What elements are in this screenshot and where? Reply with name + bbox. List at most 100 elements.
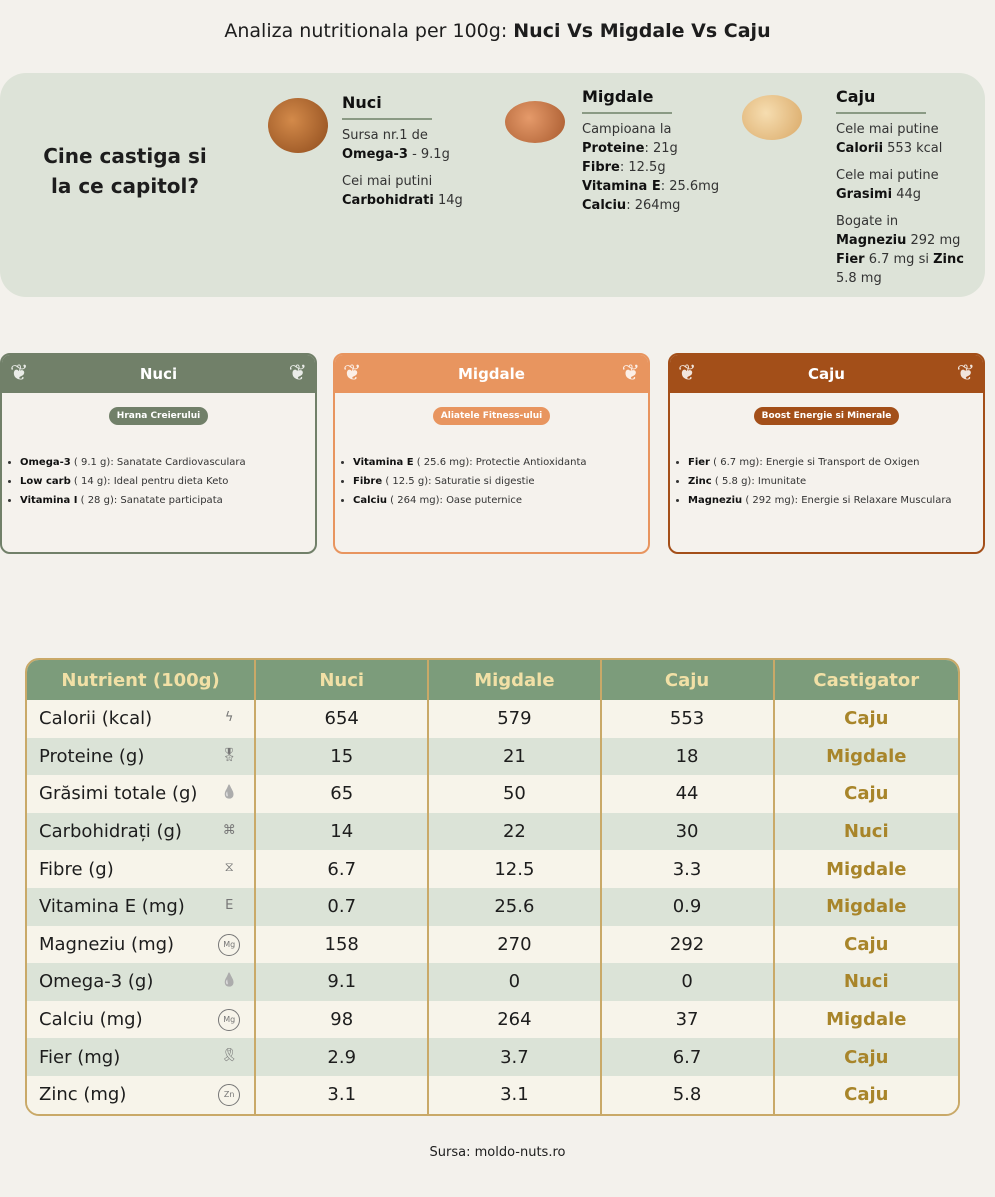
nutrient-label: Grăsimi totale (g)	[39, 783, 198, 805]
table-row: Fier (mg) 🎗 2.9 3.7 6.7 Caju	[27, 1038, 958, 1076]
migdale-value: 12.5	[427, 850, 600, 888]
summary-text: Cele mai putine	[836, 122, 939, 137]
card-header: ❦ Caju ❦	[670, 355, 983, 393]
nutrient-cell: Fibre (g) ⧖	[27, 850, 255, 888]
divider	[342, 118, 432, 120]
source-text: Sursa: moldo-nuts.ro	[429, 1145, 566, 1160]
benefit-description: : Energie si Relaxare Musculara	[794, 495, 952, 506]
dna-icon: ⧖	[224, 860, 234, 876]
summary-text: Cele mai putine	[836, 168, 939, 183]
caju-value: 6.7	[599, 1038, 773, 1076]
divider	[836, 112, 926, 114]
page-title: Analiza nutritionala per 100g: Nuci Vs M…	[0, 20, 995, 42]
nutrient-label: Magneziu (mg)	[39, 933, 175, 955]
caju-value: 3.3	[599, 850, 773, 888]
palm-leaf-icon: ❦	[288, 361, 307, 386]
card-title: Migdale	[458, 365, 525, 383]
highlight-text: Magneziu	[836, 233, 907, 248]
column-header: Caju	[599, 660, 773, 700]
benefit-description: : Sanatate participata	[113, 495, 223, 506]
benefit-value: ( 9.1 g)	[70, 457, 111, 468]
drop-icon: 💧	[221, 973, 238, 989]
table-row: Calciu (mg) Mg 98 264 37 Migdale	[27, 1000, 958, 1039]
highlight-text: Zinc	[933, 252, 964, 267]
benefit-nutrient: Magneziu	[688, 495, 743, 506]
migdale-value: 21	[427, 737, 600, 776]
summary-text: : 12.5g	[619, 160, 666, 175]
nutrient-cell: Calciu (mg) Mg	[27, 1000, 255, 1039]
winner-cell: Migdale	[772, 737, 958, 776]
benefit-value: ( 28 g)	[77, 495, 114, 506]
winner-cell: Caju	[772, 700, 958, 738]
summary-column-title: Migdale	[582, 87, 654, 106]
caju-value: 0.9	[599, 887, 773, 926]
letter-e-icon: E	[225, 897, 234, 913]
benefit-description: : Sanatate Cardiovasculara	[110, 457, 246, 468]
summary-text: Campioana la	[582, 122, 672, 137]
summary-caju: Caju Cele mai putine Calorii 553 kcal Cele …	[836, 87, 976, 296]
almond-image	[505, 101, 565, 143]
table-row: Proteine (g) 🎖 15 21 18 Migdale	[27, 737, 958, 776]
benefit-item: Low carb ( 14 g): Ideal pentru dieta Ket…	[20, 472, 315, 491]
zn-icon: Zn	[218, 1083, 241, 1106]
palm-leaf-icon: ❦	[621, 361, 640, 386]
table-row: Calorii (kcal) ϟ 654 579 553 Caju	[27, 700, 958, 738]
benefit-item: Fier ( 6.7 mg): Energie si Transport de …	[688, 453, 983, 472]
benefit-value: ( 264 mg)	[387, 495, 440, 506]
benefit-value: ( 12.5 g)	[382, 476, 429, 487]
migdale-value: 22	[427, 812, 600, 851]
benefit-value: ( 14 g)	[70, 476, 108, 487]
table-row: Vitamina E (mg) E 0.7 25.6 0.9 Migdale	[27, 887, 958, 926]
summary-text: Sursa nr.1 de	[342, 128, 428, 143]
benefit-list: Vitamina E ( 25.6 mg): Protectie Antioxi…	[353, 453, 648, 510]
nutrient-cell: Fier (mg) 🎗	[27, 1038, 255, 1076]
table-row: Carbohidrați (g) ⌘ 14 22 30 Nuci	[27, 812, 958, 851]
column-header: Migdale	[427, 660, 600, 700]
summary-paragraph: Cele mai putine Grasimi 44g	[836, 166, 976, 204]
summary-paragraph: Cei mai putini Carbohidrati 14g	[342, 172, 492, 210]
molecule-icon: ⌘	[222, 822, 236, 838]
table-row: Grăsimi totale (g) 💧 65 50 44 Caju	[27, 775, 958, 813]
benefit-value: ( 292 mg)	[742, 495, 795, 506]
highlight-text: Calorii	[836, 141, 884, 156]
winner-cell: Caju	[772, 925, 958, 964]
title-prefix: Analiza nutritionala per 100g:	[224, 20, 514, 42]
caju-value: 30	[599, 812, 773, 851]
card-badge: Boost Energie si Minerale	[753, 407, 900, 425]
highlight-text: Grasimi	[836, 187, 893, 202]
card-header: ❦ Nuci ❦	[2, 355, 315, 393]
nutrient-label: Fibre (g)	[39, 858, 114, 880]
highlight-text: Proteine	[582, 141, 645, 156]
summary-text: 14g	[433, 193, 463, 208]
nutrient-cell: Proteine (g) 🎖	[27, 737, 255, 776]
caju-value: 553	[599, 700, 773, 738]
nuci-value: 9.1	[254, 963, 428, 1001]
walnut-image	[268, 98, 328, 153]
nutrient-label: Zinc (mg)	[39, 1084, 127, 1106]
benefit-description: : Energie si Transport de Oxigen	[759, 457, 920, 468]
nuci-value: 0.7	[254, 887, 428, 926]
migdale-value: 264	[427, 1000, 600, 1039]
benefit-description: : Imunitate	[751, 476, 807, 487]
benefit-value: ( 25.6 mg)	[413, 457, 470, 468]
nutrition-table: Nutrient (100g) Nuci Migdale Caju Castigator…	[25, 658, 960, 1116]
lightning-icon: ϟ	[224, 710, 234, 725]
migdale-value: 25.6	[427, 887, 600, 926]
column-header: Castigator	[772, 660, 958, 700]
summary-text: 6.7 mg si	[864, 252, 934, 267]
winner-cell: Migdale	[772, 850, 958, 888]
nutrient-label: Fier (mg)	[39, 1046, 121, 1068]
caju-value: 18	[599, 737, 773, 776]
nuci-value: 15	[254, 737, 428, 776]
nuci-value: 6.7	[254, 850, 428, 888]
nutrient-cell: Zinc (mg) Zn	[27, 1075, 255, 1114]
table-row: Omega-3 (g) 💧 9.1 0 0 Nuci	[27, 963, 958, 1001]
benefit-value: ( 5.8 g)	[711, 476, 752, 487]
card-badge: Hrana Creierului	[108, 407, 209, 425]
benefit-item: Fibre ( 12.5 g): Saturatie si digestie	[353, 472, 648, 491]
summary-paragraph: Cele mai putine Calorii 553 kcal	[836, 120, 976, 158]
summary-text: 292 mg	[906, 233, 961, 248]
highlight-text: Omega-3	[342, 147, 408, 162]
summary-text: 553 kcal	[883, 141, 943, 156]
nutrient-cell: Calorii (kcal) ϟ	[27, 700, 255, 738]
